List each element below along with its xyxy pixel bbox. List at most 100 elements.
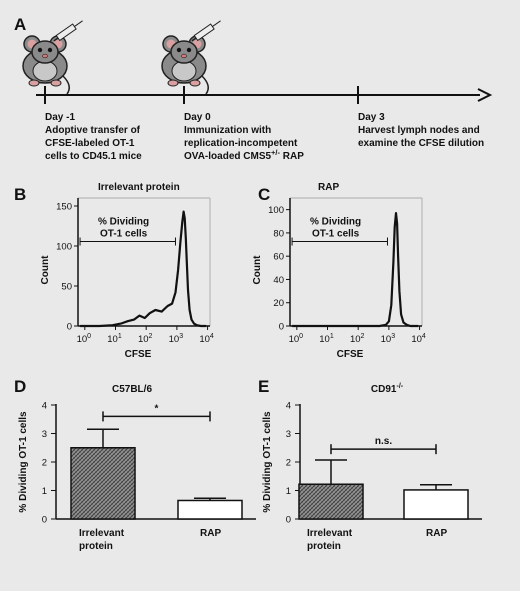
x-tick-label: 102 (350, 333, 365, 345)
x-tick-base: 10 (77, 334, 88, 345)
x-tick-exponent: 3 (179, 333, 183, 340)
y-tick-label: 150 (56, 202, 72, 213)
y-tick-label: 60 (273, 252, 284, 263)
histogram-trace (292, 212, 419, 328)
x-tick-base: 10 (411, 334, 422, 345)
panel-letter-e: E (258, 377, 269, 396)
panel-e-bar-chart: E CD91-/- 0 1 2 3 4 % Dividing OT-1 cells Irrel… (258, 377, 482, 552)
y-tick-label: 2 (286, 458, 291, 469)
y-tick-label: 100 (268, 205, 284, 216)
event-day: Day 3 (358, 112, 385, 123)
panel-letter-a: A (14, 15, 26, 34)
timeline-arrowhead (477, 88, 493, 102)
category-label: Irrelevant (79, 528, 125, 539)
y-tick-label: 50 (61, 282, 72, 293)
y-tick-label: 3 (286, 429, 291, 440)
y-tick-label: 1 (42, 486, 47, 497)
significance-label: n.s. (375, 436, 392, 447)
bar (70, 447, 136, 520)
y-axis-label: Count (40, 255, 51, 285)
chart-title-superscript: -/- (396, 383, 403, 390)
panel-letter-b: B (14, 185, 26, 204)
chart-title-text: CD91 (371, 384, 397, 395)
y-tick-label: 4 (42, 401, 47, 412)
category-label: protein (79, 541, 113, 552)
bar (403, 489, 469, 520)
event-line: replication-incompetent (184, 138, 298, 149)
y-tick-label: 20 (273, 298, 284, 309)
x-tick-base: 10 (138, 334, 149, 345)
x-tick-exponent: 1 (118, 333, 122, 340)
x-tick-label: 100 (77, 333, 92, 345)
x-tick-label: 101 (319, 333, 334, 345)
panel-a-timeline: A Day -1 Adoptive transfer of CFSE-label… (14, 15, 493, 162)
x-tick-base: 10 (289, 334, 300, 345)
chart-title: C57BL/6 (112, 384, 152, 395)
panel-letter-d: D (14, 377, 26, 396)
event-line: CFSE-labeled OT-1 (45, 138, 135, 149)
y-tick-label: 0 (42, 515, 47, 526)
chart-title-text: C57BL/6 (112, 384, 152, 395)
chart-title: Irrelevant protein (98, 182, 180, 193)
event-day-minus1: Day -1 Adoptive transfer of CFSE-labeled… (45, 112, 142, 162)
chart-title: CD91-/- (371, 383, 404, 395)
x-tick-exponent: 4 (210, 333, 214, 340)
y-axis-label: Count (252, 255, 263, 285)
mouse-icon (161, 35, 209, 95)
y-tick-label: 80 (273, 228, 284, 239)
x-axis-label: CFSE (125, 349, 152, 360)
panel-letter-c: C (258, 185, 270, 204)
syringe-icon (53, 20, 84, 42)
event-day0: Day 0 Immunization with replication-inco… (184, 112, 304, 162)
y-tick-label: 3 (42, 429, 47, 440)
event-line: Immunization with (184, 125, 271, 136)
y-axis-label: % Dividing OT-1 cells (262, 411, 273, 513)
gate-label: OT-1 cells (312, 229, 360, 240)
y-tick-label: 40 (273, 275, 284, 286)
category-label: Irrelevant (307, 528, 353, 539)
event-superscript: +/- (271, 148, 280, 157)
gate-label: OT-1 cells (100, 229, 148, 240)
event-line: cells to CD45.1 mice (45, 151, 142, 162)
x-tick-exponent: 0 (299, 333, 303, 340)
x-tick-label: 103 (169, 333, 184, 345)
category-label: protein (307, 541, 341, 552)
x-tick-base: 10 (350, 334, 361, 345)
mouse-icon (22, 35, 70, 95)
x-tick-exponent: 1 (330, 333, 334, 340)
event-line: Adoptive transfer of (45, 125, 141, 136)
event-line-text: OVA-loaded CMS5 (184, 151, 271, 162)
gate-label: % Dividing (98, 217, 149, 228)
x-tick-base: 10 (319, 334, 330, 345)
syringe-icon (191, 20, 222, 42)
y-tick-label: 100 (56, 242, 72, 253)
x-tick-base: 10 (107, 334, 118, 345)
x-tick-exponent: 2 (149, 333, 153, 340)
event-line: examine the CFSE dilution (358, 138, 484, 149)
x-tick-exponent: 0 (87, 333, 91, 340)
panel-d-bar-chart: D C57BL/6 0 1 2 3 4 % Dividing OT-1 cells Irrel… (14, 377, 256, 552)
x-axis-label: CFSE (337, 349, 364, 360)
y-tick-label: 1 (286, 486, 291, 497)
event-line: OVA-loaded CMS5+/- RAP (184, 148, 304, 162)
x-tick-base: 10 (169, 334, 180, 345)
x-tick-exponent: 4 (422, 333, 426, 340)
chart-title: RAP (318, 182, 339, 193)
y-tick-label: 0 (67, 322, 72, 333)
gate-label: % Dividing (310, 217, 361, 228)
event-line: Harvest lymph nodes and (358, 125, 480, 136)
x-tick-exponent: 2 (361, 333, 365, 340)
x-tick-label: 100 (289, 333, 304, 345)
event-line-suffix: RAP (280, 151, 304, 162)
x-tick-base: 10 (381, 334, 392, 345)
x-tick-label: 104 (411, 333, 426, 345)
event-day3: Day 3 Harvest lymph nodes and examine th… (358, 112, 484, 149)
category-label: RAP (200, 528, 221, 539)
event-day: Day -1 (45, 112, 75, 123)
y-axis-label: % Dividing OT-1 cells (18, 411, 29, 513)
y-tick-label: 0 (286, 515, 291, 526)
event-day: Day 0 (184, 112, 211, 123)
